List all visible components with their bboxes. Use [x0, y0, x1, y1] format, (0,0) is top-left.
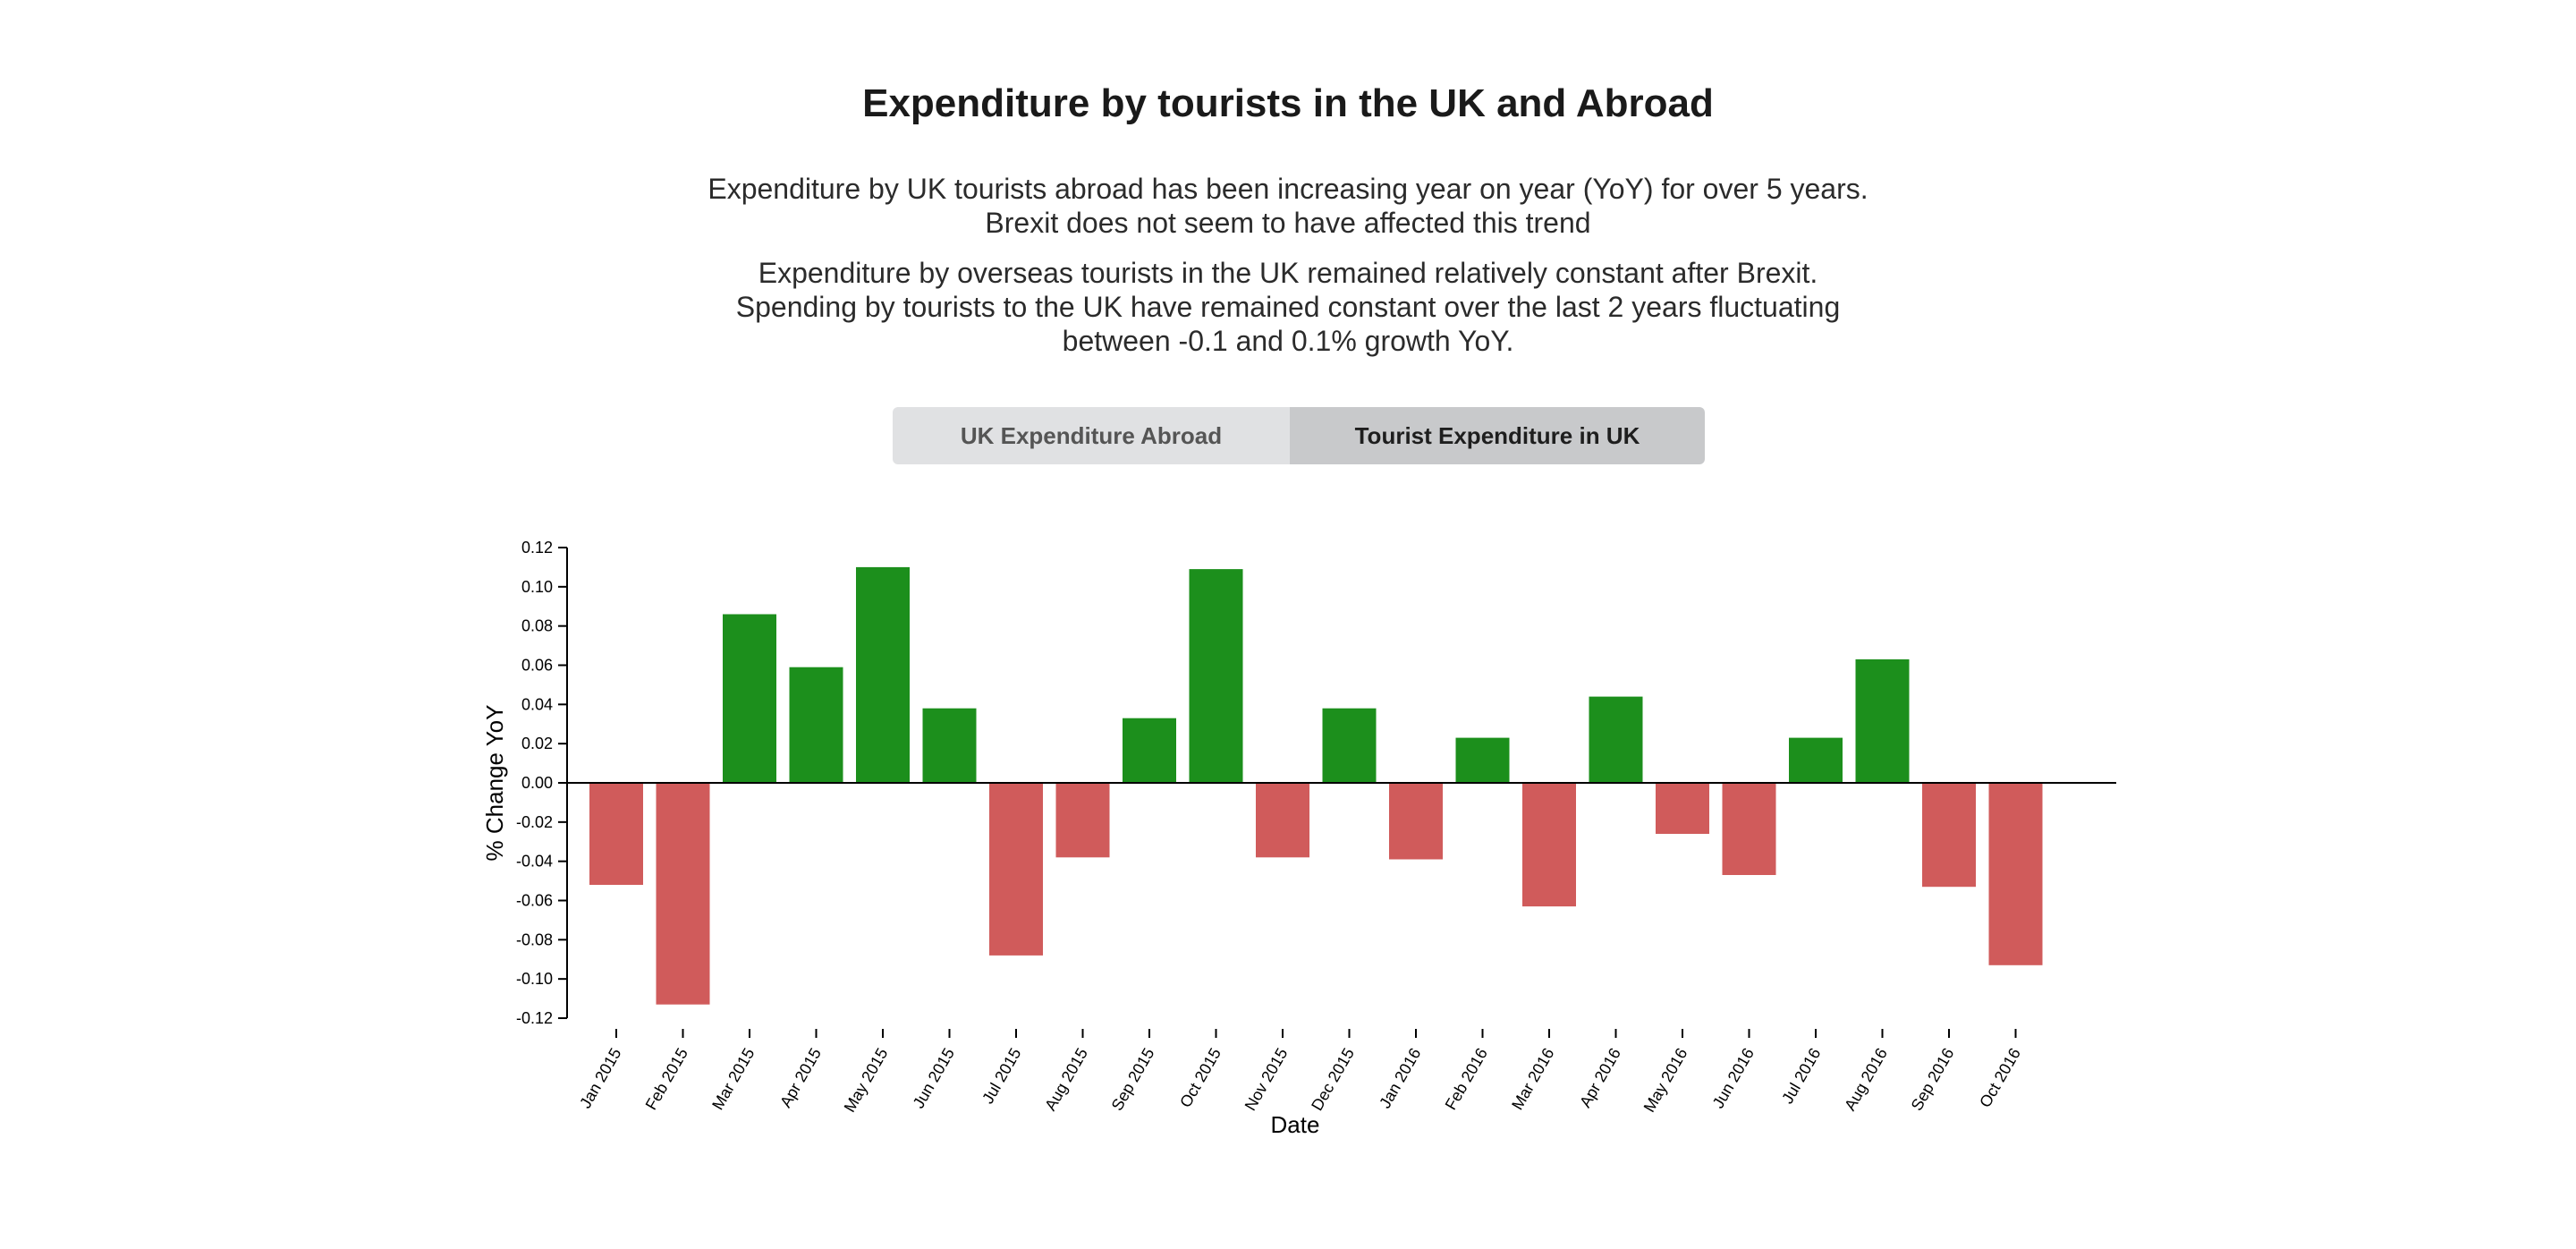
bar-dec-2015 [1322, 708, 1377, 783]
x-tick-label: Jan 2016 [1376, 1045, 1424, 1111]
x-tick-label: Dec 2015 [1308, 1045, 1358, 1114]
bar-jun-2016 [1722, 783, 1776, 875]
bar-apr-2015 [789, 667, 843, 783]
bar-oct-2015 [1189, 569, 1243, 783]
y-axis: 0.12 0.10 0.08 0.06 0.04 0.02 0.00 -0.02 -0.04 -0… [516, 539, 568, 1027]
x-tick-label: Feb 2016 [1442, 1045, 1491, 1113]
bar-nov-2015 [1256, 783, 1309, 858]
x-tick-label: May 2016 [1640, 1045, 1691, 1115]
bar-jul-2016 [1789, 737, 1843, 783]
x-tick-label: Oct 2016 [1976, 1045, 2024, 1110]
bars-group [589, 566, 2043, 1005]
x-tick-label: Mar 2016 [1508, 1045, 1557, 1113]
bar-mar-2015 [723, 614, 776, 783]
description-paragraph-abroad: Expenditure by UK tourists abroad has be… [662, 172, 1914, 240]
x-tick-label: Jun 2015 [910, 1045, 958, 1111]
y-tick-label: 0.08 [521, 617, 553, 635]
bar-feb-2015 [656, 783, 710, 1005]
y-tick-label: -0.08 [516, 930, 553, 948]
tab-uk-expenditure-abroad[interactable]: UK Expenditure Abroad [893, 407, 1290, 464]
bar-aug-2016 [1855, 658, 1910, 783]
tab-tourist-expenditure-in-uk[interactable]: Tourist Expenditure in UK [1290, 407, 1705, 464]
x-tick-label: Nov 2015 [1241, 1045, 1292, 1114]
bar-apr-2016 [1589, 696, 1643, 783]
x-tick-label: Sep 2016 [1908, 1045, 1958, 1114]
y-tick-label: -0.12 [516, 1009, 553, 1027]
x-tick-label: Jan 2015 [576, 1045, 624, 1111]
x-tick-label: Jun 2016 [1709, 1045, 1758, 1111]
y-tick-label: -0.02 [516, 813, 553, 831]
description-line: Expenditure by overseas tourists in the … [758, 257, 1818, 289]
x-tick-label: Apr 2015 [776, 1045, 825, 1110]
description-line: Spending by tourists to the UK have rema… [735, 291, 1841, 323]
description-line: between -0.1 and 0.1% growth YoY. [1062, 325, 1514, 357]
x-tick-label: May 2015 [841, 1045, 892, 1115]
bar-jan-2015 [589, 783, 643, 885]
y-tick-label: -0.06 [516, 892, 553, 910]
x-tick-label: Aug 2016 [1841, 1045, 1891, 1114]
x-tick-label: Oct 2015 [1176, 1045, 1224, 1110]
bar-jun-2015 [922, 708, 977, 783]
y-tick-label: 0.04 [521, 695, 553, 713]
bar-sep-2016 [1922, 783, 1976, 888]
x-tick-label: Jul 2015 [979, 1045, 1024, 1107]
y-tick-label: 0.02 [521, 735, 553, 752]
bar-may-2016 [1656, 783, 1709, 834]
x-tick-label: Aug 2015 [1041, 1045, 1091, 1114]
y-tick-label: -0.04 [516, 853, 553, 871]
bar-oct-2016 [1988, 783, 2043, 965]
x-tick-label: Feb 2015 [642, 1045, 691, 1113]
x-axis-title: Date [1271, 1111, 1320, 1138]
bar-sep-2015 [1123, 718, 1176, 783]
bar-jul-2015 [989, 783, 1043, 956]
x-tick-label: Mar 2015 [708, 1045, 758, 1113]
y-axis-title: % Change YoY [481, 705, 508, 862]
bar-aug-2015 [1055, 783, 1110, 858]
y-tick-label: -0.10 [516, 970, 553, 988]
dataset-tabs: UK Expenditure Abroad Tourist Expenditur… [893, 407, 1705, 464]
y-tick-label: 0.10 [521, 578, 553, 596]
page-title: Expenditure by tourists in the UK and Ab… [862, 81, 1714, 125]
description-paragraph-uk: Expenditure by overseas tourists in the … [662, 256, 1914, 358]
bar-feb-2016 [1455, 737, 1510, 783]
bar-mar-2016 [1522, 783, 1576, 907]
description-line: Brexit does not seem to have affected th… [985, 207, 1591, 239]
y-tick-label: 0.00 [521, 774, 553, 792]
x-tick-label: Jul 2016 [1778, 1045, 1824, 1107]
x-tick-label: Apr 2016 [1576, 1045, 1624, 1110]
x-tick-label: Sep 2015 [1108, 1045, 1158, 1114]
bar-jan-2016 [1389, 783, 1443, 860]
bar-may-2015 [856, 566, 910, 783]
y-tick-label: 0.06 [521, 657, 553, 675]
description-line: Expenditure by UK tourists abroad has be… [708, 173, 1868, 205]
x-axis: Jan 2015 Feb 2015 Mar 2015 Apr 2015 May 2015… [567, 782, 2116, 1115]
y-tick-label: 0.12 [521, 539, 553, 557]
